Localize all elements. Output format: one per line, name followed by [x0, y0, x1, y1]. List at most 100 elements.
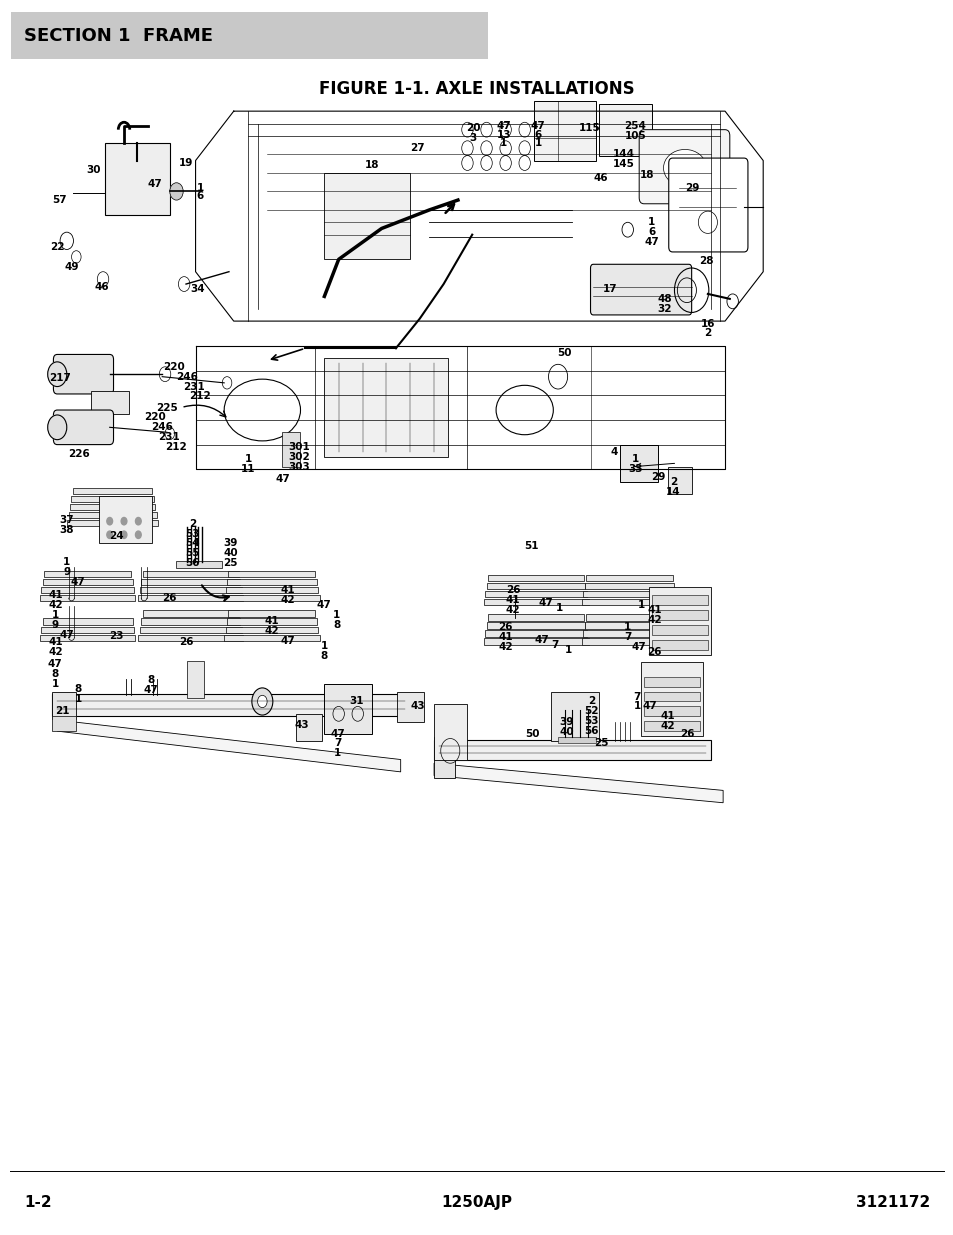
Bar [140, 626, 241, 632]
Bar [651, 625, 707, 635]
Bar [52, 694, 410, 716]
Text: 1: 1 [51, 610, 59, 620]
Ellipse shape [698, 211, 717, 233]
Text: 41: 41 [48, 637, 63, 647]
Text: 7: 7 [551, 640, 558, 650]
Text: 254: 254 [624, 121, 645, 131]
Bar [534, 101, 596, 161]
Bar [485, 590, 586, 598]
Bar [282, 432, 299, 467]
Circle shape [170, 183, 183, 200]
Text: 54: 54 [185, 538, 200, 548]
Bar [187, 661, 204, 698]
Text: 42: 42 [48, 647, 63, 657]
Bar [483, 599, 588, 605]
Text: 1: 1 [244, 454, 252, 464]
Circle shape [107, 517, 112, 525]
Text: 56: 56 [185, 558, 200, 568]
Text: 19: 19 [178, 158, 193, 168]
Text: 13: 13 [496, 130, 511, 140]
Bar [71, 495, 153, 503]
Bar [224, 635, 319, 641]
Text: 48: 48 [657, 294, 672, 304]
Bar [434, 704, 467, 760]
Text: 42: 42 [646, 615, 661, 625]
Text: 217: 217 [50, 373, 71, 383]
Circle shape [135, 531, 141, 538]
Text: FIGURE 1-1. AXLE INSTALLATIONS: FIGURE 1-1. AXLE INSTALLATIONS [319, 80, 634, 98]
Bar [295, 714, 322, 741]
Text: 302: 302 [289, 452, 310, 462]
Circle shape [48, 362, 67, 387]
Bar [52, 716, 76, 731]
Bar [643, 721, 700, 731]
Text: 246: 246 [176, 372, 197, 382]
Text: 52: 52 [583, 706, 598, 716]
Text: 8: 8 [147, 676, 154, 685]
Text: 40: 40 [558, 727, 574, 737]
Text: 8: 8 [51, 669, 59, 679]
Text: 47: 47 [641, 701, 657, 711]
Text: 1: 1 [74, 694, 82, 704]
Text: 47: 47 [534, 635, 549, 645]
Text: 6: 6 [534, 130, 541, 140]
Text: 51: 51 [523, 541, 538, 551]
Text: 1: 1 [633, 701, 640, 711]
Text: 42: 42 [48, 600, 63, 610]
Text: 56: 56 [583, 726, 598, 736]
Circle shape [121, 531, 127, 538]
Bar [228, 610, 314, 618]
Bar [138, 635, 243, 641]
Bar [227, 619, 316, 625]
Bar [43, 619, 132, 625]
Text: 17: 17 [602, 284, 618, 294]
Bar [643, 677, 700, 687]
Text: 25: 25 [223, 558, 238, 568]
Bar [40, 635, 135, 641]
Bar [42, 587, 134, 594]
Text: 11: 11 [240, 464, 255, 474]
Circle shape [135, 517, 141, 525]
Text: 220: 220 [163, 362, 184, 372]
Text: 31: 31 [349, 697, 364, 706]
Bar [640, 662, 702, 736]
Text: 220: 220 [144, 412, 165, 422]
Text: 30: 30 [86, 165, 101, 175]
Text: 41: 41 [264, 616, 279, 626]
Text: 2: 2 [587, 697, 595, 706]
Text: 144: 144 [612, 149, 635, 159]
Text: 46: 46 [94, 282, 110, 291]
Text: 41: 41 [497, 632, 513, 642]
Text: 49: 49 [64, 262, 79, 272]
Text: 27: 27 [410, 143, 425, 153]
Text: 26: 26 [646, 647, 661, 657]
FancyBboxPatch shape [53, 410, 113, 445]
Text: 20: 20 [465, 124, 480, 133]
Text: 7: 7 [633, 692, 640, 701]
Text: 53: 53 [583, 716, 598, 726]
Text: 39: 39 [558, 718, 574, 727]
Text: 47: 47 [316, 600, 332, 610]
Text: 26: 26 [505, 585, 520, 595]
Bar [324, 173, 410, 259]
Text: 115: 115 [578, 124, 599, 133]
Text: 41: 41 [659, 711, 675, 721]
Text: 47: 47 [59, 630, 74, 640]
Bar [651, 640, 707, 650]
Bar [581, 599, 677, 605]
Bar [643, 706, 700, 716]
FancyBboxPatch shape [668, 158, 747, 252]
Bar [483, 638, 588, 645]
Ellipse shape [252, 688, 273, 715]
Text: 47: 47 [530, 121, 545, 131]
Text: 57: 57 [51, 195, 67, 205]
Text: 47: 47 [274, 474, 290, 484]
Text: 7: 7 [623, 632, 631, 642]
Bar [581, 638, 677, 645]
Bar [105, 143, 170, 215]
Text: 47: 47 [147, 179, 162, 189]
Text: 29: 29 [684, 183, 700, 193]
Bar [585, 614, 672, 620]
Text: 39: 39 [223, 538, 238, 548]
Bar [667, 467, 691, 494]
